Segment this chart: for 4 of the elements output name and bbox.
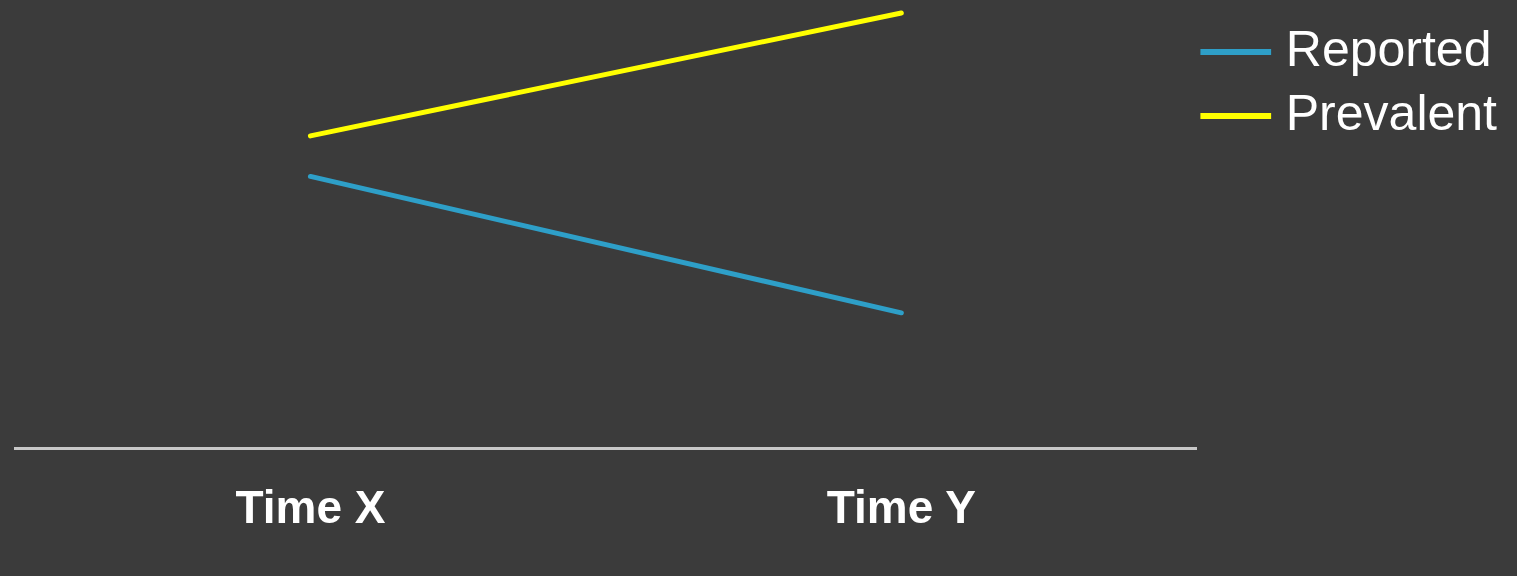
x-tick-label: Time Y	[826, 481, 976, 534]
x-tick-label: Time X	[235, 481, 386, 534]
legend-label: Reported	[1285, 20, 1492, 77]
legend-label: Prevalent	[1285, 84, 1498, 141]
